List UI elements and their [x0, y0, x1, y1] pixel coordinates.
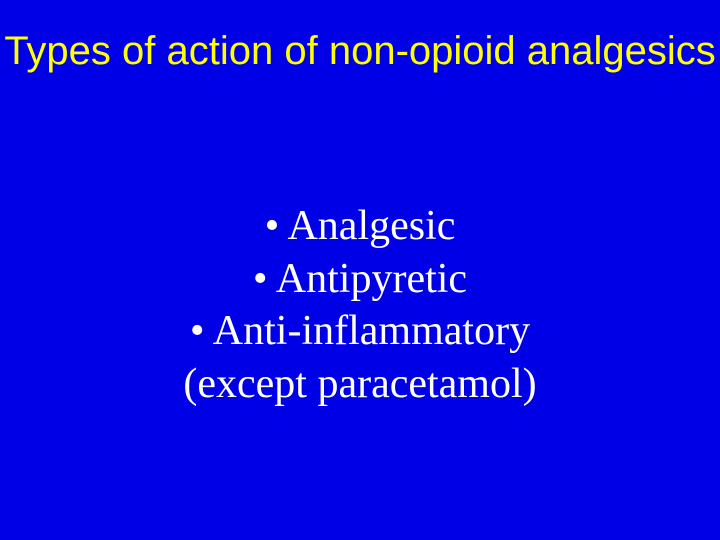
body-line-3: • Anti-inflammatory — [0, 305, 720, 358]
slide-title: Types of action of non-opioid analgesics — [0, 28, 720, 74]
body-line-1: • Analgesic — [0, 200, 720, 253]
body-line-4: (except paracetamol) — [0, 358, 720, 411]
body-line-2: • Antipyretic — [0, 253, 720, 306]
slide: Types of action of non-opioid analgesics… — [0, 0, 720, 540]
title-line-2: non-opioid analgesics — [329, 29, 716, 73]
title-line-1: Types of action of — [4, 29, 318, 73]
slide-body: • Analgesic • Antipyretic • Anti-inflamm… — [0, 200, 720, 410]
